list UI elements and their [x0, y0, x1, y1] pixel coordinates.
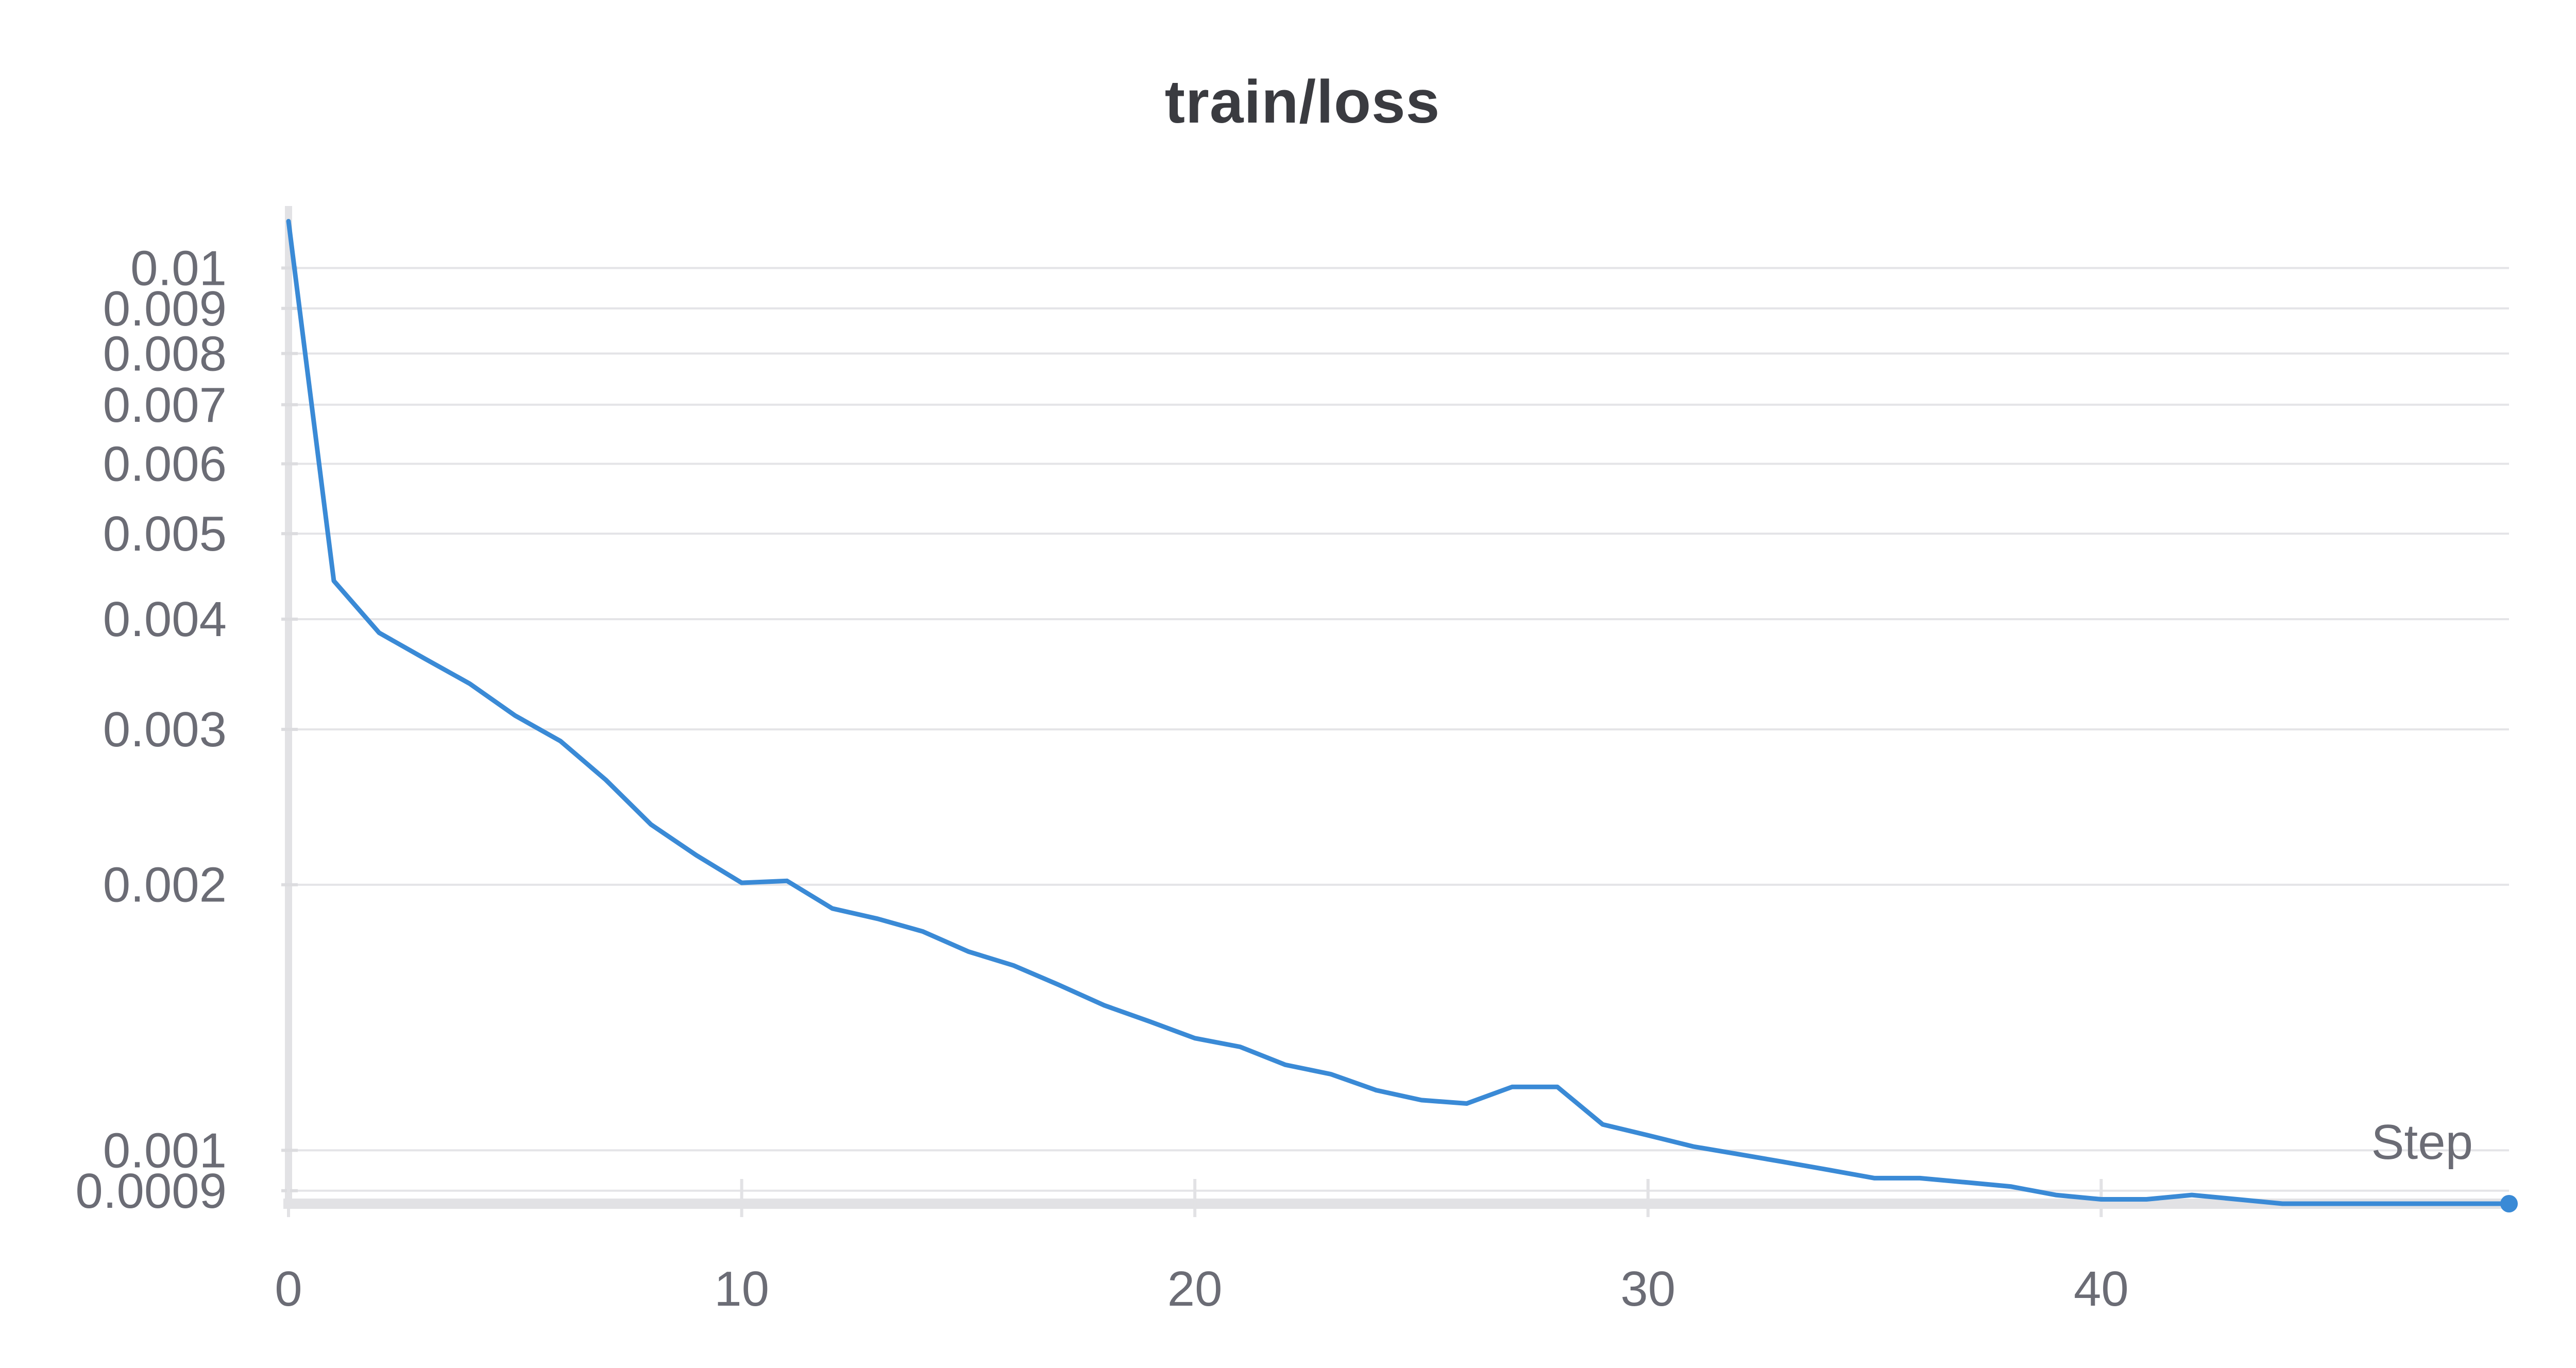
y-tick-label: 0.005: [103, 506, 227, 561]
x-tick-label: 30: [1620, 1261, 1675, 1316]
y-tick-label: 0.007: [103, 378, 227, 433]
y-tick-label: 0.0009: [75, 1164, 227, 1219]
chart-title: train/loss: [1164, 68, 1440, 136]
x-axis-ticks: 0 10 20 30 40: [275, 1179, 2129, 1316]
x-tick-label: 10: [714, 1261, 769, 1316]
x-tick-label: 40: [2074, 1261, 2129, 1316]
x-axis-label: Step: [2371, 1115, 2473, 1170]
y-tick-label: 0.008: [103, 326, 227, 381]
axes: [283, 206, 2509, 1209]
last-point-marker: [2500, 1195, 2518, 1212]
gridlines: [298, 267, 2509, 1192]
series-layer: [286, 219, 2518, 1212]
y-tick-label: 0.001: [103, 1123, 227, 1178]
series-line: [286, 219, 2512, 1206]
y-tick-label: 0.004: [103, 592, 227, 647]
y-tick-label: 0.002: [103, 858, 227, 913]
y-tick-label: 0.01: [130, 241, 227, 296]
y-tick-label: 0.009: [103, 281, 227, 336]
x-tick-label: 0: [275, 1261, 302, 1316]
y-tick-label: 0.003: [103, 702, 227, 757]
x-tick-label: 20: [1167, 1261, 1223, 1316]
y-tick-label: 0.006: [103, 436, 227, 491]
